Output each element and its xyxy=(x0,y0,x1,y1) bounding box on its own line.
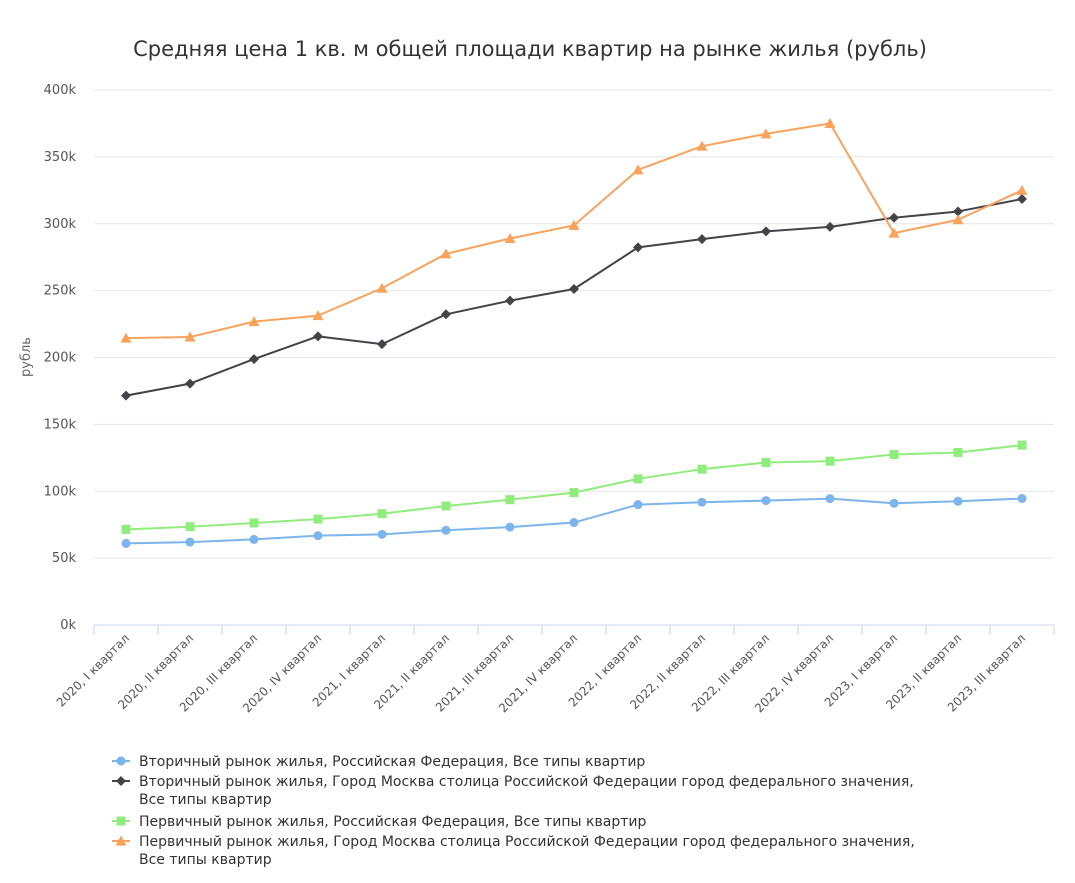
data-point xyxy=(248,316,260,327)
data-point xyxy=(376,282,388,293)
data-point xyxy=(121,390,131,401)
data-point xyxy=(121,538,131,548)
y-tick-label: 0k xyxy=(60,618,76,633)
data-point xyxy=(249,534,259,544)
y-axis-label: рубль xyxy=(19,337,34,377)
data-point xyxy=(505,522,515,532)
data-point xyxy=(761,457,771,467)
data-point xyxy=(249,354,259,365)
data-point xyxy=(569,284,579,295)
legend-marker xyxy=(115,835,127,846)
data-point xyxy=(1017,493,1027,503)
data-point xyxy=(440,248,452,259)
legend-marker xyxy=(116,776,126,786)
series-group xyxy=(120,117,1028,548)
legend-marker xyxy=(116,756,126,766)
y-tick-label: 350k xyxy=(44,150,77,165)
data-point xyxy=(377,509,387,519)
legend: Вторичный рынок жилья, Российская Федера… xyxy=(112,754,915,868)
series-4 xyxy=(120,117,1028,343)
data-point xyxy=(249,518,259,528)
legend-item-4[interactable]: Первичный рынок жилья, Город Москва стол… xyxy=(112,834,915,868)
data-point xyxy=(889,449,899,459)
series-3 xyxy=(121,440,1027,534)
data-point xyxy=(825,494,835,504)
y-axis: 0k 50k 100k 150k 200k 250k 300k 350k 400k xyxy=(44,83,77,633)
data-point xyxy=(824,117,836,128)
data-point xyxy=(697,234,707,245)
data-point xyxy=(633,474,643,484)
data-point xyxy=(633,500,643,510)
data-point xyxy=(632,164,644,175)
data-point xyxy=(889,498,899,508)
series-2 xyxy=(121,194,1027,401)
data-point xyxy=(185,378,195,389)
data-point xyxy=(120,332,132,343)
data-point xyxy=(1017,194,1027,205)
series-line xyxy=(125,444,1023,531)
data-point xyxy=(185,522,195,532)
data-point xyxy=(313,514,323,524)
series-line xyxy=(125,122,1023,340)
legend-item-3[interactable]: Первичный рынок жилья, Российская Федера… xyxy=(112,814,646,830)
legend-item-2[interactable]: Вторичный рынок жилья, Город Москва стол… xyxy=(112,774,914,808)
data-point xyxy=(504,232,516,243)
data-point xyxy=(377,339,387,350)
data-point xyxy=(825,221,835,232)
series-1 xyxy=(121,493,1027,548)
data-point xyxy=(377,529,387,539)
data-point xyxy=(313,331,323,342)
gridlines xyxy=(94,89,1054,559)
legend-label: Первичный рынок жилья, Российская Федера… xyxy=(139,814,646,830)
data-point xyxy=(441,309,451,320)
legend-marker xyxy=(116,816,126,826)
data-point xyxy=(697,497,707,507)
y-tick-label: 200k xyxy=(44,351,77,366)
legend-label: Вторичный рынок жилья, Город Москва стол… xyxy=(139,774,914,790)
data-point xyxy=(760,128,772,139)
data-point xyxy=(569,518,579,528)
y-tick-label: 400k xyxy=(44,83,77,98)
data-point xyxy=(184,331,196,342)
data-point xyxy=(953,496,963,506)
data-point xyxy=(696,140,708,151)
data-point xyxy=(185,537,195,547)
data-point xyxy=(952,214,964,225)
data-point xyxy=(761,496,771,506)
data-point xyxy=(953,447,963,457)
legend-label: Все типы квартир xyxy=(139,792,272,808)
data-point xyxy=(697,464,707,474)
data-point xyxy=(761,226,771,237)
data-point xyxy=(313,531,323,541)
y-tick-label: 100k xyxy=(44,484,77,499)
legend-label: Все типы квартир xyxy=(139,852,272,868)
data-point xyxy=(505,295,515,306)
y-tick-label: 50k xyxy=(52,551,77,566)
data-point xyxy=(825,456,835,466)
data-point xyxy=(569,488,579,498)
data-point xyxy=(953,206,963,217)
legend-label: Первичный рынок жилья, Город Москва стол… xyxy=(139,834,915,850)
data-point xyxy=(1017,440,1027,450)
data-point xyxy=(568,219,580,230)
data-point xyxy=(633,242,643,253)
legend-label: Вторичный рынок жилья, Российская Федера… xyxy=(139,754,645,770)
legend-item-1[interactable]: Вторичный рынок жилья, Российская Федера… xyxy=(112,754,645,770)
chart-title: Средняя цена 1 кв. м общей площади кварт… xyxy=(133,37,927,61)
data-point xyxy=(121,524,131,534)
data-point xyxy=(1016,184,1028,195)
data-point xyxy=(888,227,900,238)
y-tick-label: 150k xyxy=(44,417,77,432)
data-point xyxy=(441,525,451,535)
data-point xyxy=(889,212,899,223)
y-tick-label: 250k xyxy=(44,284,77,299)
data-point xyxy=(441,501,451,511)
y-tick-label: 300k xyxy=(44,217,77,232)
data-point xyxy=(312,310,324,321)
data-point xyxy=(505,495,515,505)
